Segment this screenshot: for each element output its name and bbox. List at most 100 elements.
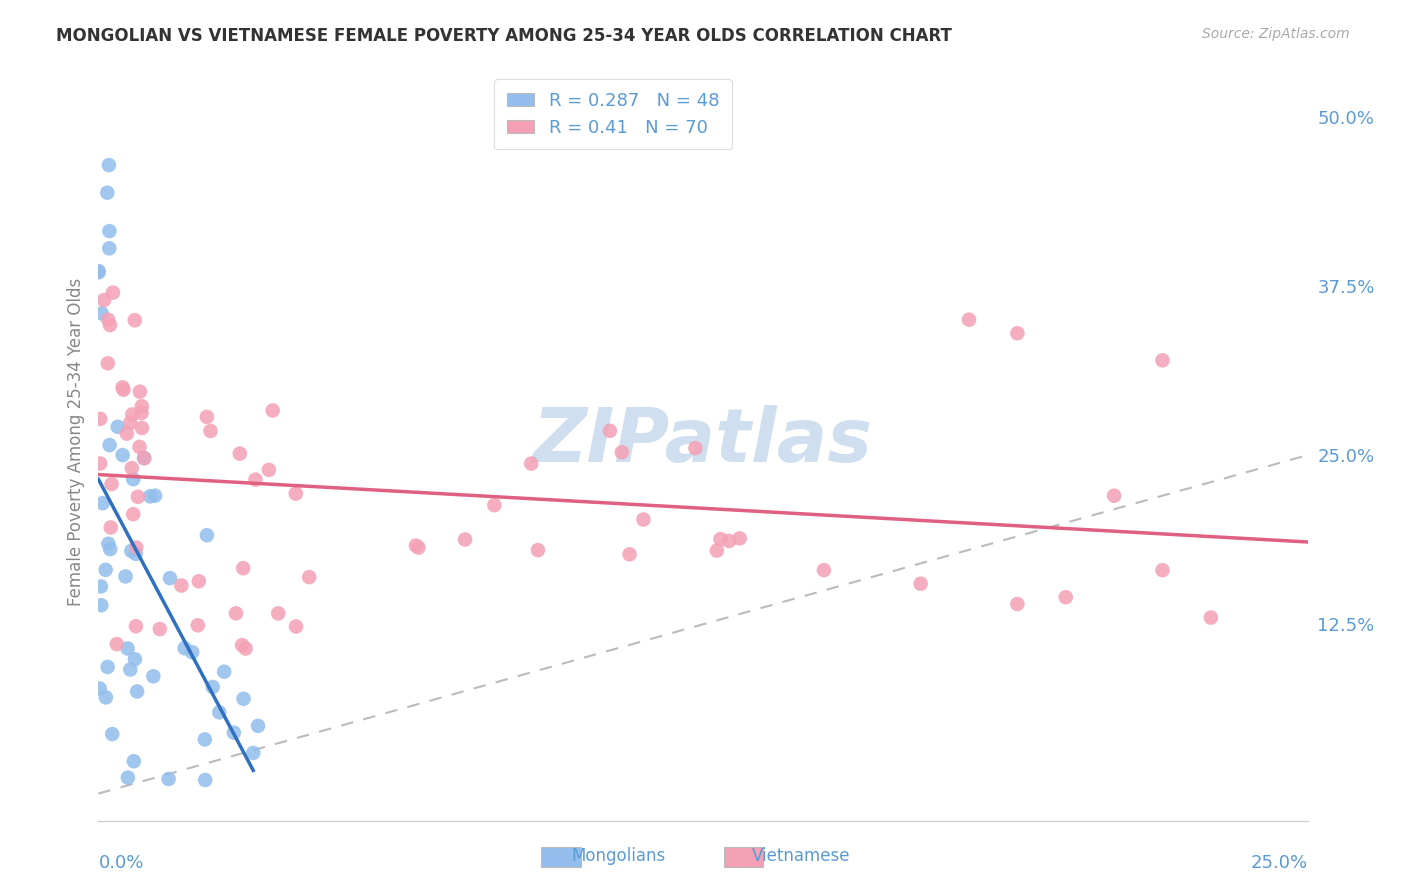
Point [520,457,543,471]
Point [127,684,149,698]
Point [1102,489,1125,503]
Point [124,652,146,666]
Point [195,409,218,424]
Point [94,690,117,705]
Point [121,461,143,475]
Point [284,486,307,500]
Point [143,489,166,503]
Point [910,576,932,591]
Point [142,669,165,683]
Point [187,574,209,589]
Point [120,416,142,430]
Point [115,426,138,441]
Point [599,424,621,438]
Point [484,498,506,512]
Point [125,547,148,561]
Y-axis label: Female Poverty Among 25-34 Year Olds: Female Poverty Among 25-34 Year Olds [66,277,84,606]
Point [131,421,153,435]
Point [159,571,181,585]
Point [633,512,655,526]
Point [718,533,741,548]
Point [225,607,247,621]
Text: Mongolians: Mongolians [571,847,666,865]
Point [127,490,149,504]
Point [247,719,270,733]
Point [267,607,290,621]
Point [98,318,121,332]
Point [212,665,235,679]
Point [170,578,193,592]
Text: MONGOLIAN VS VIETNAMESE FEMALE POVERTY AMONG 25-34 YEAR OLDS CORRELATION CHART: MONGOLIAN VS VIETNAMESE FEMALE POVERTY A… [56,27,952,45]
Point [87,265,110,279]
Point [120,544,142,558]
Point [408,541,430,555]
Point [100,477,122,491]
Point [619,547,641,561]
Text: ZIPatlas: ZIPatlas [533,405,873,478]
Point [89,681,111,696]
Point [129,384,152,399]
Point [685,441,707,455]
Point [124,313,146,327]
Text: Vietnamese: Vietnamese [752,847,851,865]
Text: 25.0%: 25.0% [1250,855,1308,872]
Point [97,537,120,551]
Point [222,725,245,739]
Point [96,186,118,200]
Point [117,641,139,656]
Point [101,285,124,300]
Point [134,451,156,466]
Point [200,424,222,438]
Point [194,772,217,787]
Point [107,420,129,434]
Text: 0.0%: 0.0% [98,855,143,872]
Point [97,158,120,172]
Point [1152,353,1174,368]
Point [298,570,321,584]
Point [122,472,145,486]
Point [89,412,111,426]
Point [98,542,121,557]
Point [122,507,145,521]
Point [125,541,148,555]
Point [405,539,427,553]
Point [527,543,550,558]
Point [112,383,135,397]
Point [181,645,204,659]
Point [1007,597,1029,611]
Text: Source: ZipAtlas.com: Source: ZipAtlas.com [1202,27,1350,41]
Point [957,312,980,326]
Point [610,445,633,459]
Point [121,408,143,422]
Point [114,569,136,583]
Point [728,532,751,546]
Point [231,638,253,652]
Point [98,241,121,255]
Point [90,306,112,320]
Point [262,403,284,417]
Point [709,532,731,546]
Point [1199,610,1222,624]
Point [125,619,148,633]
Point [122,754,145,768]
Point [97,356,120,370]
Point [89,457,111,471]
Point [98,438,121,452]
Point [111,448,134,462]
Point [94,563,117,577]
Point [157,772,180,786]
Point [149,622,172,636]
Point [173,641,195,656]
Point [93,293,115,307]
Legend: R = 0.287   N = 48, R = 0.41   N = 70: R = 0.287 N = 48, R = 0.41 N = 70 [495,79,731,149]
Point [90,579,112,593]
Point [813,563,835,577]
Point [201,680,224,694]
Point [101,727,124,741]
Point [195,528,218,542]
Point [90,599,112,613]
Point [245,473,267,487]
Point [1007,326,1029,341]
Point [97,312,120,326]
Point [131,406,153,420]
